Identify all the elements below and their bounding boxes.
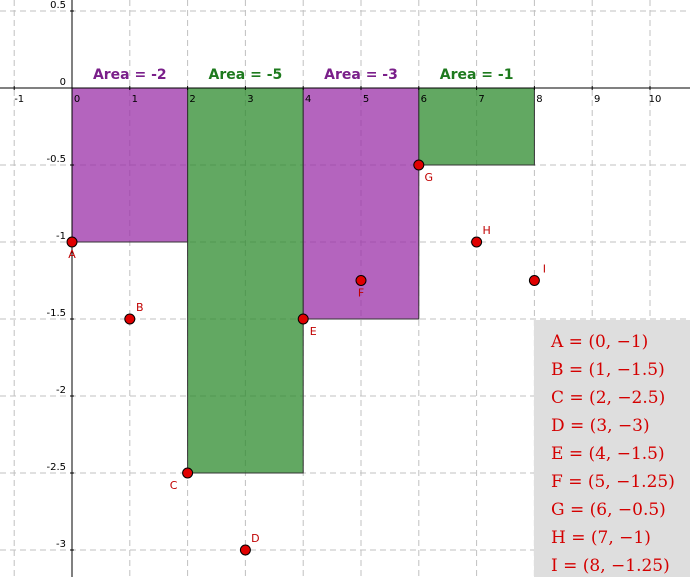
area-rectangle (418, 87, 535, 166)
y-tick-label: 0 (60, 77, 66, 88)
x-tick-label: 5 (363, 94, 369, 105)
legend-entry: F = (5, −1.25) (551, 472, 675, 492)
area-label: Area = -5 (209, 67, 283, 83)
legend-entry: C = (2, −2.5) (551, 388, 666, 408)
legend-entry: D = (3, −3) (551, 416, 650, 436)
y-tick-label: -1 (56, 231, 66, 242)
y-tick-label: -0.5 (46, 154, 66, 165)
point-d (239, 544, 251, 556)
area-rectangles (71, 87, 535, 474)
point-label-f: F (358, 287, 364, 300)
x-tick-label: -1 (14, 94, 24, 105)
x-tick-label: 10 (649, 94, 662, 105)
point-label-e: E (310, 325, 317, 338)
area-label: Area = -1 (440, 67, 514, 83)
area-rectangle (71, 87, 189, 243)
x-tick-label: 4 (305, 94, 311, 105)
data-points: A B C D E F G H I (66, 159, 546, 556)
tick-labels: -1 0 1 2 3 4 5 6 7 8 9 10 0.5 0 -0.5 -1 -1.5 -2 -2.5 -3 (13, 0, 662, 551)
point-h (471, 236, 483, 248)
points-legend: A = (0, −1) B = (1, −1.5) C = (2, −2.5) D =… (534, 320, 690, 577)
point-e (297, 313, 309, 325)
legend-entry: A = (0, −1) (551, 332, 649, 352)
y-tick-label: -2 (56, 385, 66, 396)
point-label-i: I (543, 263, 546, 276)
x-tick-label: 3 (247, 94, 253, 105)
point-label-h: H (482, 224, 490, 237)
point-g (413, 159, 425, 171)
point-label-d: D (251, 532, 259, 545)
x-tick-label: 7 (478, 94, 484, 105)
point-i (528, 275, 540, 286)
point-b (124, 313, 136, 325)
legend-entry: H = (7, −1) (551, 528, 651, 548)
x-tick-label: 6 (421, 94, 427, 105)
y-tick-label: -2.5 (46, 462, 66, 473)
x-tick-label: 1 (132, 94, 138, 105)
point-label-g: G (425, 171, 434, 184)
x-tick-label: 8 (536, 94, 542, 105)
point-label-c: C (170, 479, 178, 492)
point-label-a: A (68, 248, 76, 261)
point-c (182, 467, 194, 479)
x-tick-label: 2 (189, 94, 195, 105)
y-tick-label: -1.5 (46, 308, 66, 319)
area-rectangle (187, 87, 304, 474)
point-f (355, 275, 367, 286)
legend-entry: I = (8, −1.25) (551, 556, 670, 576)
point-a (66, 236, 78, 248)
y-tick-label: 0.5 (50, 0, 66, 11)
point-label-b: B (136, 301, 144, 314)
legend-entry: G = (6, −0.5) (551, 500, 666, 520)
x-tick-label: 0 (74, 94, 80, 105)
x-tick-label: 9 (594, 94, 600, 105)
area-label: Area = -3 (324, 67, 398, 83)
legend-entry: E = (4, −1.5) (551, 444, 665, 464)
area-labels: Area = -2 Area = -5 Area = -3 Area = -1 (93, 67, 514, 83)
y-tick-label: -3 (56, 539, 66, 550)
legend-entry: B = (1, −1.5) (551, 360, 665, 380)
area-label: Area = -2 (93, 67, 167, 83)
